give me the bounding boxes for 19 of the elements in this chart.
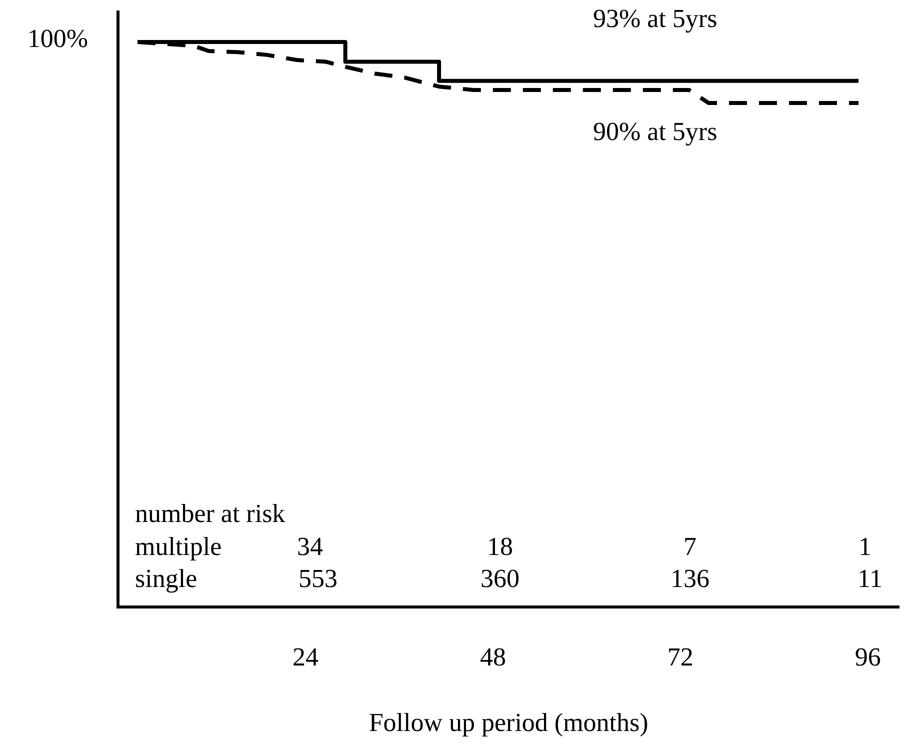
annotation: 34 <box>297 532 323 561</box>
annotation: 11 <box>857 564 883 593</box>
x-tick-label: 96 <box>854 642 881 672</box>
annotation: 90% at 5yrs <box>593 116 718 146</box>
annotation: 1 <box>858 532 872 561</box>
text: 100% <box>27 24 88 53</box>
annotation: multiple <box>135 532 222 561</box>
x-tick-label: 48 <box>480 642 506 672</box>
text: 93% at 5yrs <box>593 4 718 33</box>
annotation: 18 <box>487 532 513 561</box>
annotation: 360 <box>480 564 520 593</box>
annotation: number at risk <box>135 498 286 528</box>
x-tick-label: 72 <box>667 642 694 672</box>
x-axis-title: Follow up period (months) <box>368 708 648 738</box>
annotation: 136 <box>670 564 710 593</box>
annotation: 553 <box>298 564 338 593</box>
annotation: 7 <box>684 532 696 561</box>
x-tick-label: 24 <box>292 642 318 672</box>
annotation: single <box>135 564 198 593</box>
